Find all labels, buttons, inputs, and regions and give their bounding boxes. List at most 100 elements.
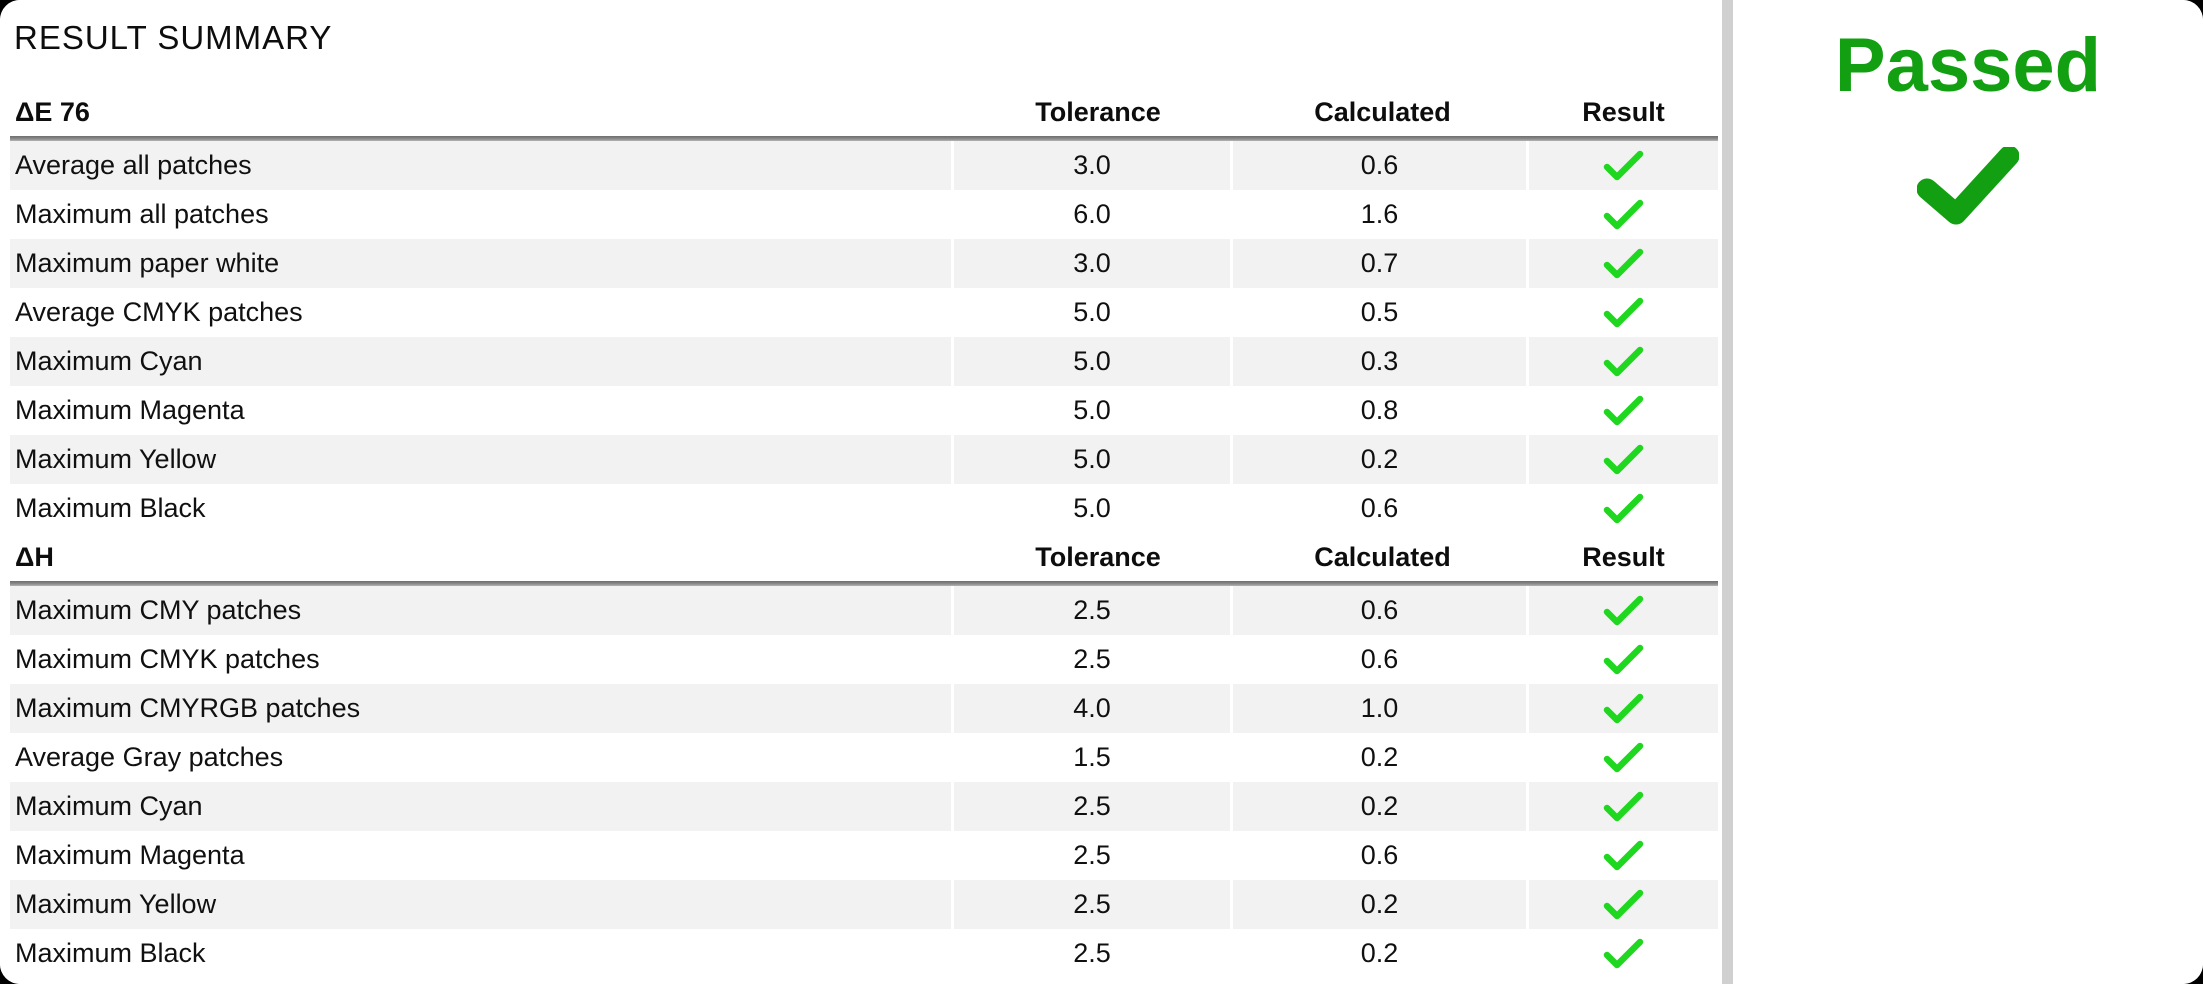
pass-check-icon xyxy=(1603,200,1644,230)
column-header-calculated: Calculated xyxy=(1314,97,1451,128)
calculated-value: 0.7 xyxy=(1233,239,1526,289)
tolerance-value: 5.0 xyxy=(954,435,1230,485)
pass-check-icon xyxy=(1603,494,1644,524)
tolerance-value: 2.5 xyxy=(954,880,1230,930)
tolerance-value: 2.5 xyxy=(954,586,1230,636)
column-header-tolerance: Tolerance xyxy=(1035,542,1161,573)
table-row: Maximum Cyan 5.0 0.3 xyxy=(10,337,1718,387)
tolerance-value: 3.0 xyxy=(954,239,1230,289)
result-cell xyxy=(1529,386,1718,435)
result-summary-panel: RESULT SUMMARY ΔE 76 Tolerance Calculated R… xyxy=(10,19,1718,978)
table-row: Maximum Black 2.5 0.2 xyxy=(10,929,1718,978)
row-label: Maximum Magenta xyxy=(15,395,245,426)
calculated-value: 0.6 xyxy=(1233,141,1526,191)
tolerance-value: 4.0 xyxy=(954,684,1230,734)
result-cell xyxy=(1529,880,1718,930)
result-cell xyxy=(1529,733,1718,782)
tolerance-value: 5.0 xyxy=(1073,395,1111,426)
pass-check-icon xyxy=(1603,298,1644,328)
table-row: Average all patches 3.0 0.6 xyxy=(10,141,1718,191)
calculated-value: 0.6 xyxy=(1360,840,1399,871)
result-cell xyxy=(1529,831,1718,880)
result-cell xyxy=(1529,141,1718,191)
tolerance-value: 1.5 xyxy=(1073,742,1111,773)
table-row: Maximum CMYRGB patches 4.0 1.0 xyxy=(10,684,1718,734)
pass-check-icon xyxy=(1603,841,1644,871)
column-header-result: Result xyxy=(1582,542,1665,573)
calculated-value: 0.3 xyxy=(1233,337,1526,387)
table-row: Maximum Black 5.0 0.6 xyxy=(10,484,1718,533)
status-label: Passed xyxy=(1834,23,2102,108)
tolerance-value: 5.0 xyxy=(1073,297,1111,328)
tolerance-value: 2.5 xyxy=(1073,938,1111,969)
table-row: Maximum Magenta 2.5 0.6 xyxy=(10,831,1718,880)
tolerance-value: 3.0 xyxy=(954,141,1230,191)
result-cell xyxy=(1529,782,1718,832)
pass-check-icon xyxy=(1603,445,1644,475)
row-label: Maximum Yellow xyxy=(10,880,951,930)
pass-check-icon xyxy=(1603,694,1644,724)
result-cell xyxy=(1529,929,1718,978)
column-header-calculated: Calculated xyxy=(1314,542,1451,573)
table-row: Maximum Yellow 2.5 0.2 xyxy=(10,880,1718,930)
result-cell xyxy=(1529,684,1718,734)
table-row: Maximum CMYK patches 2.5 0.6 xyxy=(10,635,1718,684)
tolerance-value: 2.5 xyxy=(1073,840,1111,871)
calculated-value: 0.5 xyxy=(1360,297,1399,328)
pass-check-icon xyxy=(1603,151,1644,181)
table-row: Maximum all patches 6.0 1.6 xyxy=(10,190,1718,239)
pass-check-icon xyxy=(1603,396,1644,426)
pass-check-icon xyxy=(1603,792,1644,822)
tolerance-value: 5.0 xyxy=(954,337,1230,387)
row-label: Maximum CMY patches xyxy=(10,586,951,636)
table-row: Average Gray patches 1.5 0.2 xyxy=(10,733,1718,782)
result-table: ΔE 76 Tolerance Calculated Result Average al… xyxy=(10,92,1718,978)
header-rule xyxy=(10,136,1718,142)
row-label: Maximum Cyan xyxy=(10,782,951,832)
pass-check-icon xyxy=(1603,939,1644,969)
pass-check-icon xyxy=(1603,890,1644,920)
calculated-value: 0.6 xyxy=(1360,644,1399,675)
row-label: Maximum CMYRGB patches xyxy=(10,684,951,734)
row-label: Maximum Magenta xyxy=(15,840,245,871)
table-row: Maximum Yellow 5.0 0.2 xyxy=(10,435,1718,485)
row-label: Maximum Cyan xyxy=(10,337,951,387)
calculated-value: 0.2 xyxy=(1233,782,1526,832)
result-cell xyxy=(1529,484,1718,533)
row-label: Maximum Black xyxy=(15,493,206,524)
pass-check-icon xyxy=(1603,645,1644,675)
calculated-value: 0.2 xyxy=(1360,938,1399,969)
calculated-value: 0.2 xyxy=(1233,880,1526,930)
passed-check-icon xyxy=(1917,147,2019,225)
calculated-value: 1.0 xyxy=(1233,684,1526,734)
pass-check-icon xyxy=(1603,743,1644,773)
result-cell xyxy=(1529,635,1718,684)
result-cell xyxy=(1529,239,1718,289)
status-panel: Passed xyxy=(1733,0,2203,984)
row-label: Maximum paper white xyxy=(10,239,951,289)
header-rule xyxy=(10,581,1718,587)
table-row: Maximum Cyan 2.5 0.2 xyxy=(10,782,1718,832)
pass-check-icon xyxy=(1603,249,1644,279)
section-header: ΔE 76 Tolerance Calculated Result xyxy=(10,92,1718,136)
pass-check-icon xyxy=(1603,596,1644,626)
calculated-value: 1.6 xyxy=(1360,199,1399,230)
calculated-value: 0.2 xyxy=(1233,435,1526,485)
row-label: Average Gray patches xyxy=(15,742,284,773)
section-title: ΔH xyxy=(15,542,54,573)
tolerance-value: 6.0 xyxy=(1073,199,1111,230)
tolerance-value: 2.5 xyxy=(954,782,1230,832)
result-cell xyxy=(1529,190,1718,239)
column-header-result: Result xyxy=(1582,97,1665,128)
tolerance-value: 2.5 xyxy=(1073,644,1111,675)
table-row: Maximum paper white 3.0 0.7 xyxy=(10,239,1718,289)
row-label: Average CMYK patches xyxy=(15,297,303,328)
row-label: Average all patches xyxy=(10,141,951,191)
row-label: Maximum Yellow xyxy=(10,435,951,485)
column-header-tolerance: Tolerance xyxy=(1035,97,1161,128)
tolerance-value: 5.0 xyxy=(1073,493,1111,524)
row-label: Maximum CMYK patches xyxy=(15,644,320,675)
table-row: Maximum Magenta 5.0 0.8 xyxy=(10,386,1718,435)
panel-divider xyxy=(1722,0,1733,984)
